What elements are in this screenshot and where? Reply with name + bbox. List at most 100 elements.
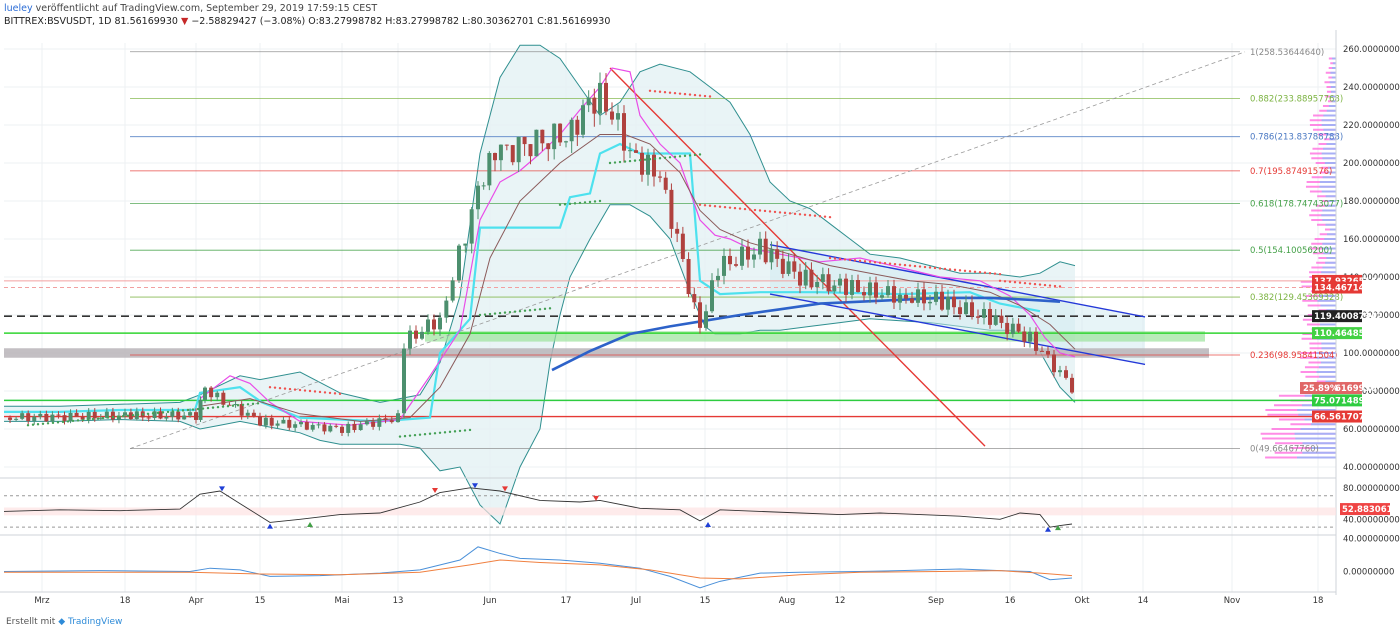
- sar-dot: [633, 159, 637, 162]
- fib-level-label: 0(49.66467760): [1250, 445, 1319, 455]
- candle-body: [304, 422, 309, 430]
- candle-body: [874, 282, 878, 298]
- candle-body: [50, 414, 55, 422]
- candle-body: [616, 113, 620, 120]
- sar-dot: [578, 201, 582, 205]
- sar-dot: [768, 210, 772, 213]
- tradingview-logo-icon[interactable]: ◆: [58, 617, 66, 627]
- candle-body: [334, 425, 339, 427]
- candle-body: [820, 274, 825, 282]
- candle-body: [504, 144, 509, 146]
- sar-dot: [56, 421, 60, 424]
- candle-body: [227, 404, 232, 406]
- candle-body: [80, 416, 85, 420]
- sar-dot: [568, 202, 572, 206]
- sar-dot: [613, 161, 617, 164]
- volume-bar-inner: [1317, 299, 1336, 302]
- rsi-line: [3, 487, 1073, 528]
- sar-dot: [423, 433, 427, 436]
- sar-dot: [698, 203, 702, 206]
- volume-bar-inner: [1321, 347, 1336, 350]
- sar-dot: [773, 210, 777, 214]
- candle-body: [1052, 354, 1056, 373]
- candle-body: [528, 144, 533, 157]
- candle-body: [640, 152, 644, 175]
- candle-body: [1058, 370, 1062, 373]
- candle-body: [675, 228, 680, 234]
- price-tag: [1312, 410, 1362, 423]
- sar-dot: [181, 409, 185, 412]
- candle-body: [575, 119, 580, 135]
- sar-dot: [548, 307, 552, 310]
- sar-dot: [216, 405, 220, 409]
- ohlc-values: O:83.27998782 H:83.27998782 L:80.3036270…: [308, 16, 611, 27]
- sar-dot: [903, 263, 907, 267]
- volume-bar-inner: [1326, 109, 1336, 112]
- sar-dot: [708, 95, 712, 98]
- sar-dot: [236, 404, 240, 407]
- volume-bar-inner: [1319, 295, 1336, 297]
- sar-dot: [748, 208, 752, 211]
- sar-dot: [328, 391, 332, 395]
- sar-dot: [398, 435, 402, 438]
- candle-body: [438, 317, 442, 330]
- rsi-mid-zone: [4, 507, 1336, 516]
- volume-bar-inner: [1321, 119, 1336, 122]
- volume-bar-inner: [1297, 456, 1336, 459]
- volume-bar-inner: [1321, 271, 1336, 274]
- sar-dot: [623, 160, 627, 163]
- candle-body: [710, 280, 714, 312]
- sar-dot: [211, 406, 215, 409]
- time-tick-label: 15: [255, 596, 266, 606]
- candle-body: [209, 387, 214, 398]
- sar-dot: [231, 404, 235, 407]
- sar-dot: [308, 389, 312, 393]
- sar-dot: [678, 155, 682, 158]
- sar-dot: [983, 271, 987, 274]
- sar-dot: [953, 268, 957, 272]
- candle-body: [758, 238, 762, 255]
- volume-bar-inner: [1310, 423, 1336, 426]
- volume-bar-inner: [1295, 437, 1336, 440]
- author-link[interactable]: lueley: [4, 3, 33, 14]
- sar-dot: [988, 272, 992, 275]
- candle-body: [263, 417, 268, 426]
- candle-body: [32, 416, 37, 421]
- sar-dot: [653, 90, 657, 93]
- volume-bar-inner: [1320, 323, 1336, 326]
- footer-brand[interactable]: TradingView: [68, 617, 123, 627]
- volume-bar-inner: [1323, 114, 1336, 117]
- volume-bar-inner: [1319, 185, 1336, 188]
- sar-dot: [413, 433, 417, 437]
- volume-bar-inner: [1320, 361, 1336, 364]
- sar-dot: [763, 209, 767, 213]
- sar-dot: [828, 215, 832, 219]
- sar-dot: [31, 423, 35, 426]
- candle-body: [904, 294, 908, 299]
- candle-body: [1040, 350, 1044, 352]
- sar-dot: [653, 157, 657, 160]
- time-tick-label: 16: [1005, 596, 1016, 606]
- sar-dot: [453, 430, 457, 433]
- candle-body: [786, 261, 791, 274]
- price-tick-label: 220.00000000: [1343, 121, 1400, 131]
- candle-body: [8, 417, 13, 420]
- sar-dot: [933, 266, 937, 270]
- sar-dot: [293, 388, 297, 391]
- time-tick-label: Mrz: [34, 596, 50, 606]
- sar-dot: [538, 308, 542, 311]
- candle-body: [364, 421, 369, 425]
- candle-body: [340, 426, 344, 433]
- candle-body: [964, 302, 968, 315]
- down-arrow-icon: ▼: [180, 16, 189, 27]
- rsi-value-tag: [1340, 503, 1390, 516]
- price-chart[interactable]: 1(258.53644640) 0.882(233.88957768) 0.786(…: [0, 30, 1400, 614]
- sar-dot: [333, 392, 337, 395]
- sar-dot: [938, 267, 942, 270]
- volume-bar-inner: [1326, 257, 1336, 259]
- volume-bar-inner: [1297, 409, 1336, 411]
- volume-bar-inner: [1302, 442, 1336, 445]
- sar-dot: [753, 208, 757, 212]
- sar-dot: [273, 386, 277, 389]
- sar-dot: [71, 419, 75, 423]
